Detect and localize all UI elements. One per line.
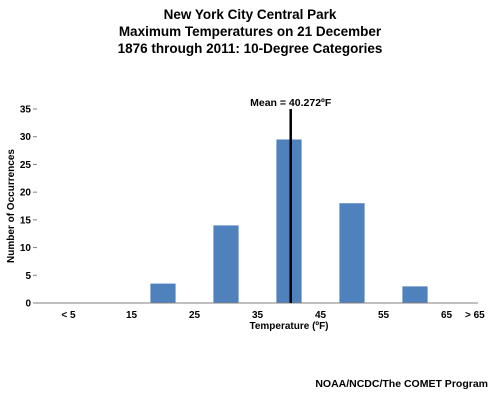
y-tick-label: 10 (20, 243, 32, 254)
x-tick-label: > 65 (465, 310, 485, 321)
y-axis-label: Number of Occurrences (6, 149, 17, 263)
source-credit: NOAA/NCDC/The COMET Program (315, 378, 488, 390)
y-tick-label: 35 (20, 105, 32, 116)
x-tick-label: 15 (126, 310, 138, 321)
histogram-bar (213, 225, 239, 303)
x-tick-label: 55 (378, 310, 390, 321)
chart-title: New York City Central Park Maximum Tempe… (0, 6, 500, 57)
chart-title-line-2: Maximum Temperatures on 21 December (118, 24, 382, 39)
chart-title-line-3: 1876 through 2011: 10-Degree Categories (117, 41, 383, 56)
y-tick-label: 25 (20, 160, 32, 171)
x-axis-label: Temperature (ºF) (249, 321, 328, 332)
chart-title-line-1: New York City Central Park (163, 7, 337, 22)
histogram-bar (339, 203, 365, 303)
x-tick-label: < 5 (61, 310, 76, 321)
x-tick-label: 65 (441, 310, 453, 321)
x-tick-label: 45 (315, 310, 327, 321)
x-tick-label: 35 (252, 310, 264, 321)
histogram-bar (402, 286, 428, 303)
y-tick-label: 30 (20, 132, 32, 143)
y-tick-label: 15 (20, 215, 32, 226)
histogram-bar (150, 283, 176, 303)
mean-label: Mean = 40.272ºF (250, 97, 332, 109)
histogram-bar (276, 139, 302, 303)
y-tick-label: 20 (20, 188, 32, 199)
y-tick-label: 5 (25, 271, 31, 282)
y-tick-label: 0 (25, 299, 31, 310)
x-tick-label: 25 (189, 310, 201, 321)
